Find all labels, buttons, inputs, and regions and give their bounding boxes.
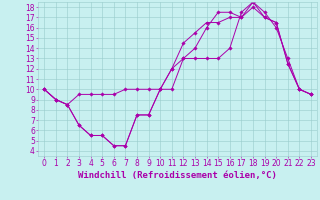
X-axis label: Windchill (Refroidissement éolien,°C): Windchill (Refroidissement éolien,°C) [78, 171, 277, 180]
